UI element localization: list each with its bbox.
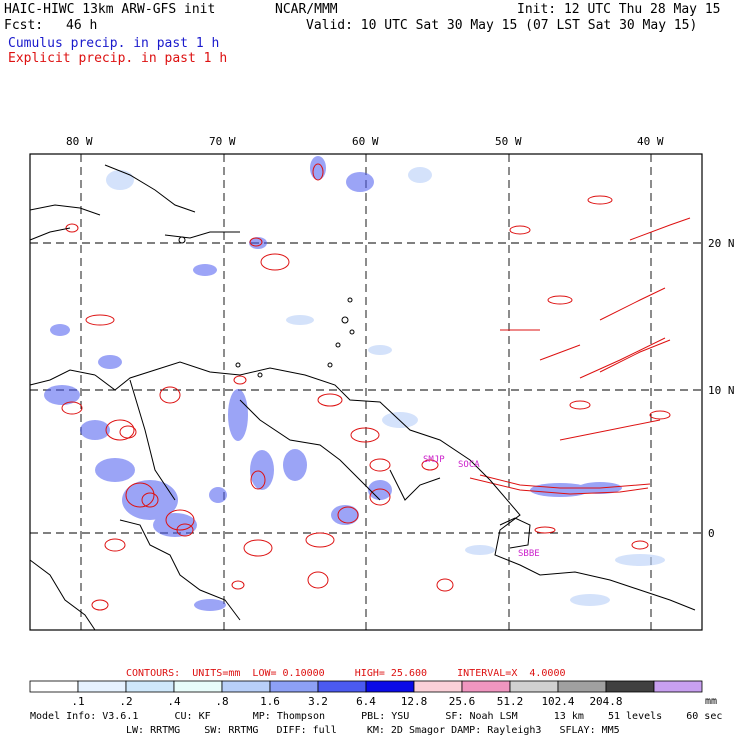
colorbar-label: 1.6 xyxy=(260,695,280,708)
colorbar-unit: mm xyxy=(705,696,718,707)
contour-info: CONTOURS: UNITS=mm LOW= 0.10000 HIGH= 25… xyxy=(126,668,566,679)
colorbar-cell xyxy=(365,680,415,693)
colorbar-cell xyxy=(221,680,271,693)
legend-cumulus: Cumulus precip. in past 1 h xyxy=(8,36,220,51)
colorbar-cell xyxy=(29,680,79,693)
lat-label-0: 0 xyxy=(708,527,715,540)
graticule xyxy=(30,154,702,630)
colorbar-label: .1 xyxy=(71,695,85,708)
cumulus-light-areas xyxy=(106,167,665,606)
colorbar-label: 51.2 xyxy=(496,695,524,708)
colorbar-label: 12.8 xyxy=(400,695,428,708)
colorbar-cell xyxy=(317,680,367,693)
legend-explicit: Explicit precip. in past 1 h xyxy=(8,51,228,66)
colorbar-label: 3.2 xyxy=(308,695,328,708)
colorbar-label: 6.4 xyxy=(356,695,376,708)
colorbar-cell xyxy=(461,680,511,693)
colorbar-cell xyxy=(77,680,127,693)
colorbar-label: .8 xyxy=(215,695,229,708)
model-title: HAIC-HIWC 13km ARW-GFS init xyxy=(4,2,216,17)
org-label: NCAR/MMM xyxy=(275,2,338,17)
lat-label-20n: 20 N xyxy=(708,237,735,250)
colorbar xyxy=(29,680,703,693)
colorbar-label: 102.4 xyxy=(541,695,575,708)
lon-label-80w: 80 W xyxy=(66,135,93,148)
colorbar-cell xyxy=(509,680,559,693)
colorbar-cell xyxy=(125,680,175,693)
colorbar-cell xyxy=(653,680,703,693)
coastlines xyxy=(29,164,696,631)
colorbar-label: 204.8 xyxy=(589,695,623,708)
colorbar-cell xyxy=(413,680,463,693)
cumulus-precip-areas xyxy=(44,156,622,611)
colorbar-cell xyxy=(269,680,319,693)
lon-label-60w: 60 W xyxy=(352,135,379,148)
model-info-line1: Model Info: V3.6.1 CU: KF MP: Thompson P… xyxy=(30,711,723,722)
station-smjp: SMJP xyxy=(423,455,445,465)
station-soca: SOCA xyxy=(458,460,480,470)
station-sbbe: SBBE xyxy=(518,549,540,559)
islands xyxy=(178,236,355,378)
colorbar-label: .4 xyxy=(167,695,181,708)
colorbar-cell xyxy=(557,680,607,693)
lat-label-10n: 10 N xyxy=(708,384,735,397)
valid-time: Valid: 10 UTC Sat 30 May 15 (07 LST Sat … xyxy=(306,18,698,33)
explicit-precip-contours xyxy=(61,163,691,611)
init-time: Init: 12 UTC Thu 28 May 15 xyxy=(517,2,721,17)
model-info-line2: LW: RRTMG SW: RRTMG DIFF: full KM: 2D Sm… xyxy=(126,725,620,736)
forecast-label: Fcst: xyxy=(4,18,44,33)
lon-label-70w: 70 W xyxy=(209,135,236,148)
lon-label-50w: 50 W xyxy=(495,135,522,148)
colorbar-label: .2 xyxy=(119,695,133,708)
colorbar-label: 25.6 xyxy=(448,695,476,708)
colorbar-cell xyxy=(605,680,655,693)
lon-label-40w: 40 W xyxy=(637,135,664,148)
forecast-hours: 46 h xyxy=(66,18,98,33)
colorbar-cell xyxy=(173,680,223,693)
